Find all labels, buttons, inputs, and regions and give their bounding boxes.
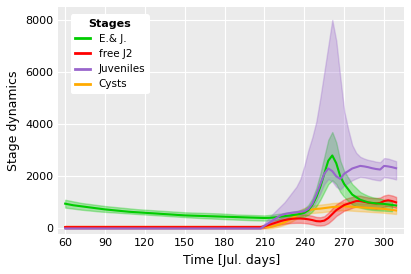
X-axis label: Time [Jul. days]: Time [Jul. days]	[182, 254, 280, 267]
Y-axis label: Stage dynamics: Stage dynamics	[7, 70, 20, 170]
Legend: E.& J., free J2, Juveniles, Cysts: E.& J., free J2, Juveniles, Cysts	[71, 15, 150, 94]
